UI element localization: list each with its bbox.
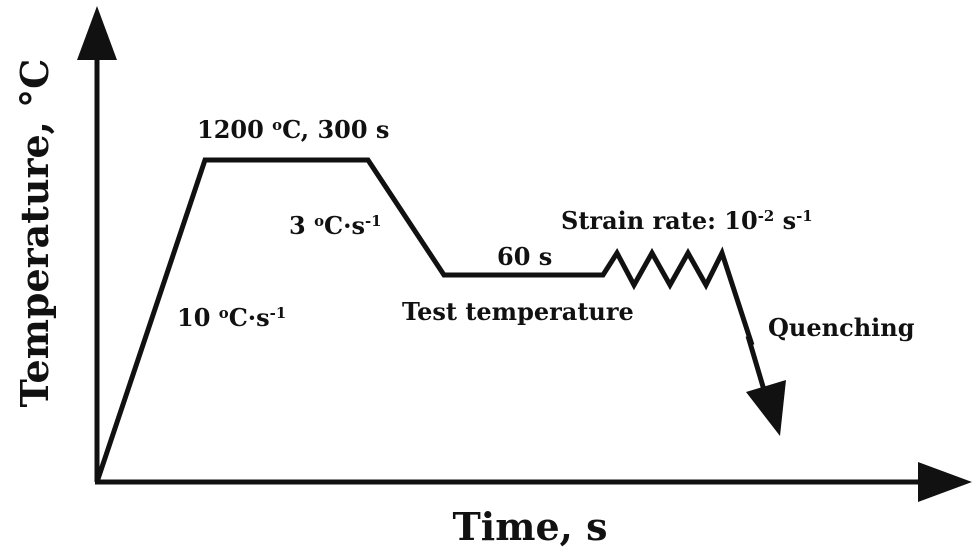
y-axis-title: Temperature, °C: [12, 58, 57, 408]
quenching-arrowhead: [746, 380, 786, 436]
hold-time-label: 60 s: [497, 242, 553, 271]
quenching-label: Quenching: [768, 313, 915, 342]
soak-temperature-time-label: 1200 oC, 300 s: [197, 115, 390, 144]
test-temperature-label: Test temperature: [402, 297, 634, 326]
temperature-profile-line: [94, 157, 755, 483]
heating-rate-label: 10 oC·s-1: [177, 303, 287, 332]
y-axis-arrowhead: [77, 6, 117, 60]
x-axis-title: Time, s: [452, 504, 608, 549]
quenching-arrow-shaft: [745, 335, 767, 391]
strain-rate-label: Strain rate: 10-2 s-1: [561, 206, 813, 235]
x-axis-arrowhead: [918, 462, 972, 502]
cooling-rate-label: 3 oC·s-1: [289, 211, 382, 240]
